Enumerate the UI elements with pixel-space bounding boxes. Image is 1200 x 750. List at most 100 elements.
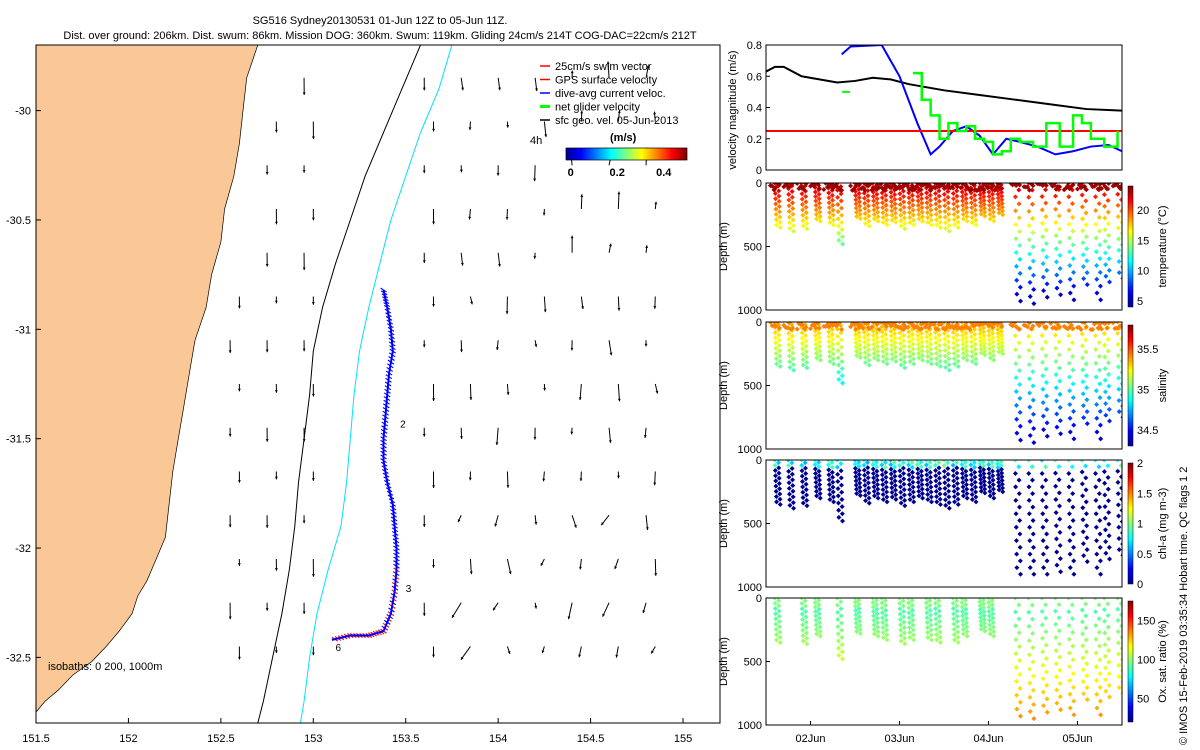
arrow-head xyxy=(460,656,464,660)
sample-point xyxy=(960,488,966,494)
sample-point xyxy=(790,483,796,489)
sample-point xyxy=(972,341,978,347)
arrow-head xyxy=(651,650,654,654)
sample-point xyxy=(1057,503,1063,509)
y-tick-label: -32.5 xyxy=(6,652,31,664)
sample-point xyxy=(883,474,889,480)
surface-sample-point xyxy=(837,322,843,325)
sample-point xyxy=(954,598,960,604)
sample-point xyxy=(874,602,880,608)
sample-point xyxy=(835,638,841,644)
sample-point xyxy=(862,200,868,206)
sample-point xyxy=(943,502,949,508)
geo-velocity-arrow xyxy=(506,471,510,488)
sample-point xyxy=(800,633,806,639)
sample-point xyxy=(973,489,979,495)
sample-point xyxy=(977,461,983,467)
sample-point xyxy=(883,617,889,623)
sample-point xyxy=(1106,395,1112,401)
sample-point xyxy=(799,479,805,485)
sample-point xyxy=(893,349,899,355)
velocity-series-line xyxy=(912,71,1119,156)
sample-point xyxy=(999,336,1005,342)
sample-point xyxy=(924,605,930,611)
sample-point xyxy=(790,350,796,356)
sample-point xyxy=(856,598,862,603)
sample-point xyxy=(907,349,913,355)
sample-point xyxy=(875,218,881,224)
sample-point xyxy=(911,361,917,367)
sample-point xyxy=(830,207,836,213)
sample-point xyxy=(871,613,877,619)
arrow-head xyxy=(265,439,269,442)
sample-point xyxy=(772,467,778,473)
sample-point xyxy=(954,337,960,343)
depth-tick-label: 1000 xyxy=(738,305,762,317)
sample-point xyxy=(1120,680,1122,684)
colorbar-tick-label: 20 xyxy=(1137,205,1149,217)
sample-point xyxy=(1097,643,1103,649)
sample-point xyxy=(786,208,792,214)
sample-point xyxy=(1044,433,1050,439)
sample-point xyxy=(1053,372,1059,378)
sample-point xyxy=(928,341,934,347)
sample-point xyxy=(982,348,988,354)
sample-point xyxy=(1057,239,1063,245)
sample-point xyxy=(816,330,822,336)
sample-point xyxy=(960,475,966,481)
sample-point xyxy=(790,223,796,229)
sample-point xyxy=(776,613,782,619)
sample-point xyxy=(1040,274,1046,280)
sample-point xyxy=(817,624,823,630)
geo-velocity-arrow xyxy=(460,427,463,439)
sample-point xyxy=(884,627,890,633)
sample-point xyxy=(964,218,970,224)
sample-point xyxy=(986,189,992,195)
sample-point xyxy=(874,615,880,621)
arrow-head xyxy=(543,387,547,391)
sample-point xyxy=(817,205,823,211)
sample-point xyxy=(1040,359,1046,365)
surface-sample-point xyxy=(963,322,969,325)
sample-point xyxy=(827,358,833,364)
sample-point xyxy=(934,494,940,500)
sample-point xyxy=(865,480,871,486)
sample-point xyxy=(1043,477,1049,483)
sample-point xyxy=(861,329,867,335)
sample-point xyxy=(901,487,907,493)
sample-point xyxy=(964,491,970,497)
sample-point xyxy=(1026,623,1032,629)
sample-point xyxy=(978,626,984,632)
sample-point xyxy=(925,496,931,502)
geo-velocity-arrow xyxy=(311,296,315,305)
arrow-head xyxy=(237,563,241,566)
sample-point xyxy=(871,207,877,213)
sample-point xyxy=(969,477,975,483)
sample-point xyxy=(995,326,1001,332)
sample-point xyxy=(829,464,835,470)
arrow-head xyxy=(265,608,269,611)
sample-point xyxy=(1027,433,1033,439)
sample-point xyxy=(892,192,898,198)
sample-point xyxy=(1116,409,1122,415)
sample-point xyxy=(853,474,859,480)
sample-point xyxy=(995,468,1001,474)
sample-point xyxy=(928,356,934,362)
sample-point xyxy=(787,364,793,370)
sample-point xyxy=(817,357,823,363)
geo-velocity-arrow xyxy=(645,65,650,78)
sample-point xyxy=(803,619,809,625)
sample-point xyxy=(942,203,948,209)
sample-point xyxy=(813,475,819,481)
sample-point xyxy=(945,333,951,339)
sample-point xyxy=(1014,551,1020,557)
sample-point xyxy=(777,639,783,645)
sample-point xyxy=(1084,246,1090,252)
sample-point xyxy=(1115,225,1121,231)
sample-point xyxy=(1115,468,1121,474)
sample-point xyxy=(937,224,943,230)
sample-point xyxy=(972,474,978,480)
sample-point xyxy=(1066,360,1072,366)
arrow-head xyxy=(422,613,426,616)
sample-point xyxy=(826,477,832,483)
